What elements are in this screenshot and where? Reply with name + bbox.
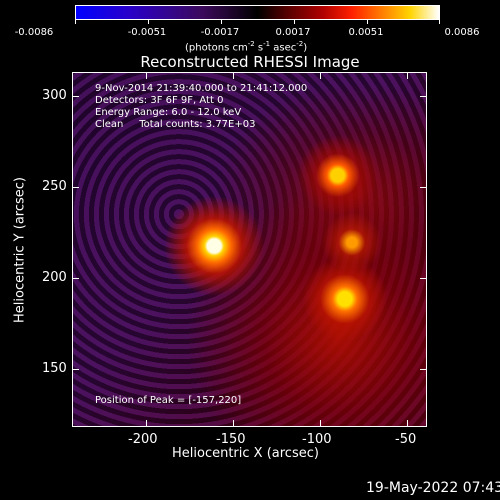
peak-position: Position of Peak = [-157,220] (95, 395, 242, 406)
colorbar-tick (221, 20, 222, 24)
colorbar (75, 5, 440, 20)
colorbar-units: (photons cm-2 s-1 asec-2) (185, 40, 308, 54)
y-axis-tick (420, 369, 427, 370)
x-tick-label: -100 (302, 432, 332, 447)
info-detectors: Detectors: 3F 6F 9F, Att 0 (95, 95, 224, 106)
colorbar-label: -0.0017 (200, 27, 240, 38)
x-axis-tick (320, 420, 321, 427)
colorbar-label: -0.0086 (14, 27, 54, 38)
x-axis-tick (146, 72, 147, 79)
colorbar-label: 0.0017 (275, 27, 311, 38)
plot-title: Reconstructed RHESSI Image (140, 53, 360, 71)
colorbar-label: -0.0051 (127, 27, 167, 38)
y-tick-label: 200 (42, 270, 67, 285)
x-axis-tick (320, 72, 321, 79)
colorbar-tick (439, 20, 440, 24)
colorbar-tick (75, 20, 76, 24)
x-axis-tick (233, 72, 234, 79)
x-tick-label: -50 (395, 432, 417, 447)
x-axis-label: Heliocentric X (arcsec) (172, 446, 319, 461)
colorbar-tick (148, 20, 149, 24)
colorbar-label: 0.0051 (348, 27, 384, 38)
rhessi-image (72, 72, 427, 427)
y-axis-tick (420, 278, 427, 279)
info-energy-range: Energy Range: 6.0 - 12.0 keV (95, 107, 242, 118)
y-axis-tick (72, 187, 79, 188)
colorbar-tick (367, 20, 368, 24)
y-axis-tick (72, 369, 79, 370)
info-time-range: 9-Nov-2014 21:39:40.000 to 21:41:12.000 (95, 83, 308, 94)
y-axis-tick (420, 96, 427, 97)
x-axis-tick (233, 420, 234, 427)
x-axis-tick (407, 72, 408, 79)
y-axis-label: Heliocentric Y (arcsec) (12, 177, 28, 323)
colorbar-tick (294, 20, 295, 24)
y-axis-tick (72, 278, 79, 279)
x-axis-tick (407, 420, 408, 427)
y-tick-label: 250 (42, 179, 67, 194)
x-tick-label: -200 (128, 432, 158, 447)
info-total-counts: Clean Total counts: 3.77E+03 (95, 119, 256, 130)
colorbar-label: 0.0086 (444, 27, 480, 38)
x-tick-label: -150 (216, 432, 246, 447)
timestamp: 19-May-2022 07:43 (366, 480, 500, 496)
x-axis-tick (146, 420, 147, 427)
y-axis-tick (72, 96, 79, 97)
y-tick-label: 150 (42, 361, 67, 376)
y-axis-tick (420, 187, 427, 188)
y-tick-label: 300 (42, 88, 67, 103)
